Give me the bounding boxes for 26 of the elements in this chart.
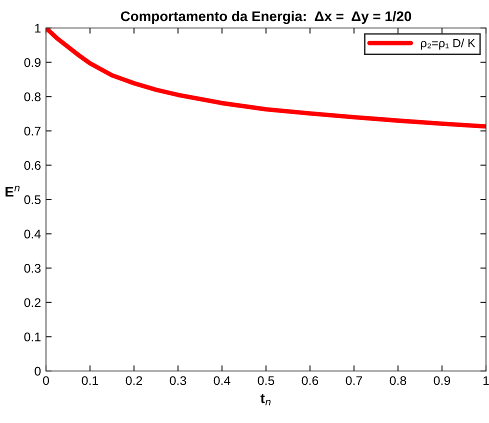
y-tick-label: 0.7 (24, 126, 41, 136)
y-tick-label: 0.2 (24, 298, 41, 308)
x-tick-label: 0.9 (434, 376, 450, 386)
x-tick-label: 0.1 (82, 376, 98, 386)
y-tick-label: 0.3 (24, 264, 41, 273)
x-tick-label: 0.3 (170, 376, 186, 386)
y-tick-label: 0.4 (24, 230, 41, 238)
y-tick-label: 0.6 (24, 161, 41, 170)
x-tick-label: 0.6 (302, 376, 318, 386)
x-tick-label: 0.4 (214, 376, 230, 386)
y-tick-label: 0.8 (24, 92, 41, 102)
legend-label: ρ₂=ρ₁ D/ K (421, 38, 476, 50)
chart-title: Comportamento da Energia: Δx = Δy = 1/20 (120, 10, 412, 24)
x-axis-title: t$_{n}$ (260, 394, 271, 406)
x-tick-label: 0.5 (258, 376, 274, 386)
y-tick-label: 0.9 (24, 58, 41, 67)
y-axis-title: E$^{n}$ (6, 186, 20, 197)
x-tick-label: 0.2 (126, 376, 142, 386)
y-tick-label: 0.1 (24, 332, 41, 342)
x-tick-label: 1 (483, 376, 489, 385)
y-tick-label: 0.5 (24, 195, 41, 204)
y-tick-label: 1 (35, 24, 41, 33)
x-tick-label: 0.8 (390, 376, 406, 386)
x-tick-label: 0.7 (346, 376, 362, 386)
x-tick-label: 0 (43, 376, 49, 386)
y-tick-label: 0 (34, 366, 41, 376)
